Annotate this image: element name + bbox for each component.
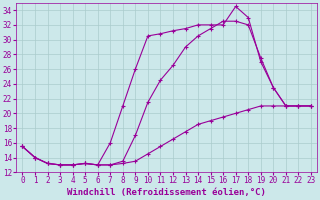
X-axis label: Windchill (Refroidissement éolien,°C): Windchill (Refroidissement éolien,°C) [67,188,266,197]
